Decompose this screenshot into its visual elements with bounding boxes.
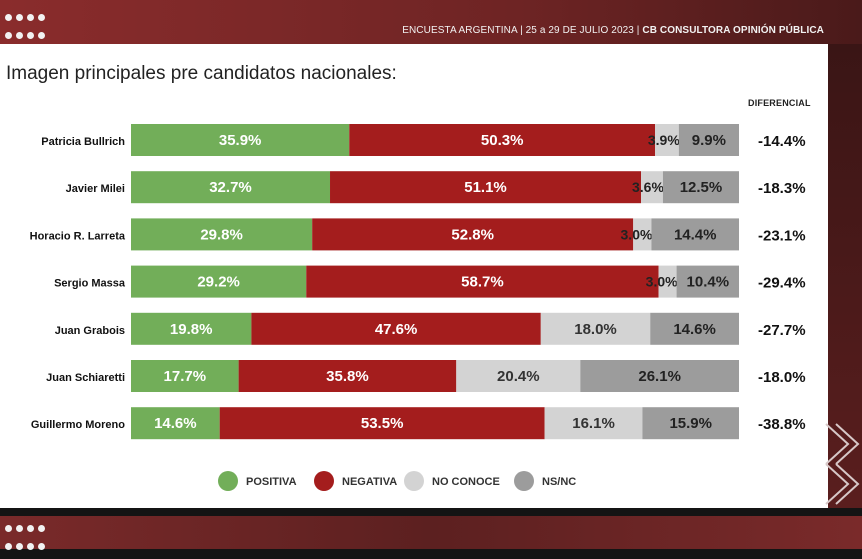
data-label: 17.7% [164, 368, 207, 385]
bar-segment [131, 218, 313, 251]
chevron-decoration-icon [825, 423, 860, 505]
bar-segment [219, 407, 545, 440]
data-label: 51.1% [464, 179, 507, 196]
differential-value: -18.3% [758, 180, 806, 197]
legend-label: NO CONOCE [432, 476, 500, 488]
bar-segment [131, 360, 239, 392]
bar-segment [658, 265, 677, 298]
bar-segment [131, 265, 307, 298]
legend-label: POSITIVA [246, 476, 297, 488]
bar-segment [131, 124, 350, 156]
bar-segment [642, 407, 739, 440]
dots-decoration-top [5, 12, 65, 48]
data-label: 18.0% [574, 321, 617, 338]
category-label: Horacio R. Larreta [30, 230, 126, 242]
data-label: 32.7% [209, 179, 252, 196]
category-label: Javier Milei [66, 183, 125, 195]
bar-segment [676, 265, 739, 298]
data-label: 35.9% [219, 132, 262, 149]
data-label: 15.9% [669, 415, 712, 432]
survey-header: ENCUESTA ARGENTINA | 25 a 29 DE JULIO 20… [402, 25, 824, 36]
data-label: 9.9% [692, 132, 726, 149]
legend-label: NEGATIVA [342, 476, 397, 488]
data-label: 3.0% [646, 274, 678, 290]
survey-header-bold: CB CONSULTORA OPINIÓN PÚBLICA [642, 25, 824, 36]
legend-swatch [314, 471, 334, 491]
data-label: 14.6% [154, 415, 197, 432]
bottom-banner [0, 516, 862, 549]
data-label: 16.1% [572, 415, 615, 432]
bar-segment [655, 124, 679, 156]
top-banner [0, 0, 862, 44]
survey-header-plain: ENCUESTA ARGENTINA | 25 a 29 DE JULIO 20… [402, 25, 643, 36]
bar-segment [544, 407, 643, 440]
data-label: 53.5% [361, 415, 404, 432]
bar-segment [330, 171, 642, 204]
bar-segment [651, 218, 739, 251]
bar-segment [131, 171, 331, 204]
data-label: 52.8% [451, 226, 494, 243]
chart-title: Imagen principales pre candidatos nacion… [6, 63, 397, 84]
category-label: Guillermo Moreno [31, 419, 125, 431]
legend-swatch [514, 471, 534, 491]
bar-segment [580, 360, 739, 392]
bar-segment [251, 312, 541, 345]
differential-value: -27.7% [758, 322, 806, 339]
bar-segment [540, 312, 651, 345]
differential-value: -29.4% [758, 275, 806, 292]
bar-segment [131, 407, 220, 440]
category-label: Sergio Massa [54, 278, 126, 290]
bar-segment [349, 124, 656, 156]
bar-segment [306, 265, 659, 298]
data-label: 3.9% [648, 132, 680, 148]
data-label: 26.1% [638, 368, 681, 385]
data-label: 29.2% [197, 274, 240, 291]
bar-segment [678, 124, 739, 156]
bar-segment [650, 312, 739, 345]
data-label: 3.6% [632, 179, 664, 195]
data-label: 14.6% [673, 321, 716, 338]
category-label: Patricia Bullrich [41, 136, 125, 148]
data-label: 47.6% [375, 321, 418, 338]
data-label: 12.5% [680, 179, 723, 196]
bar-segment [641, 171, 663, 204]
data-label: 3.0% [621, 226, 653, 242]
data-label: 20.4% [497, 368, 540, 385]
dots-decoration-bottom [5, 523, 65, 559]
data-label: 10.4% [687, 274, 730, 291]
legend-label: NS/NC [542, 476, 576, 488]
category-label: Juan Grabois [55, 325, 125, 337]
bar-segment [312, 218, 634, 251]
bar-segment [662, 171, 739, 204]
diferencial-header: DIFERENCIAL [748, 98, 811, 108]
differential-value: -23.1% [758, 227, 806, 244]
data-label: 50.3% [481, 132, 524, 149]
bar-segment [633, 218, 652, 251]
legend-swatch [404, 471, 424, 491]
bar-segment [238, 360, 457, 392]
legend-swatch [218, 471, 238, 491]
bar-segment [131, 312, 252, 345]
data-label: 19.8% [170, 321, 213, 338]
category-label: Juan Schiaretti [46, 372, 125, 384]
differential-value: -38.8% [758, 416, 806, 433]
bar-segment [456, 360, 581, 392]
differential-value: -18.0% [758, 369, 806, 386]
data-label: 35.8% [326, 368, 369, 385]
data-label: 29.8% [200, 226, 243, 243]
data-label: 14.4% [674, 226, 717, 243]
differential-value: -14.4% [758, 133, 806, 150]
data-label: 58.7% [461, 274, 504, 291]
